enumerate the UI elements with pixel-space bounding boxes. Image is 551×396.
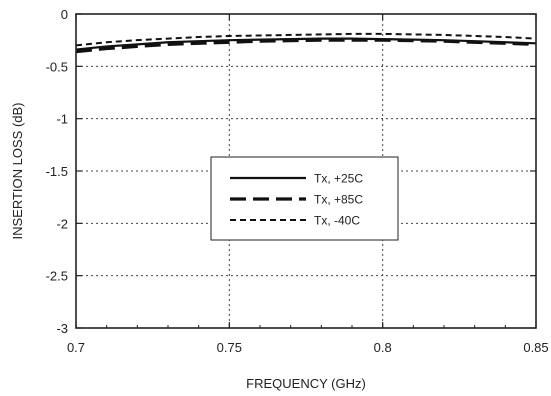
y-tick-label: -0.5 bbox=[46, 59, 68, 74]
series-line-3 bbox=[75, 32, 537, 47]
legend: Tx, +25C Tx, +85C Tx, -40C bbox=[210, 156, 399, 241]
y-tick-label: -1.5 bbox=[46, 164, 68, 179]
axis-ticks bbox=[75, 13, 537, 329]
series-line-2 bbox=[75, 38, 537, 54]
x-tick-label: 0.8 bbox=[374, 340, 392, 355]
x-tick-label: 0.85 bbox=[523, 340, 548, 355]
y-tick-label: -2 bbox=[56, 216, 68, 231]
y-tick-label: -1 bbox=[56, 112, 68, 127]
legend-label-1: Tx, +25C bbox=[314, 172, 363, 186]
y-tick-label: 0 bbox=[61, 7, 68, 22]
tick-labels: 0.7 0.75 0.8 0.85 0 -0.5 -1 -1.5 -2 -2.5 -3 bbox=[46, 7, 549, 355]
y-axis-title: INSERTION LOSS (dB) bbox=[10, 102, 25, 239]
x-tick-label: 0.75 bbox=[217, 340, 242, 355]
x-axis-title: FREQUENCY (GHz) bbox=[246, 376, 366, 391]
x-tick-label: 0.7 bbox=[67, 340, 85, 355]
y-tick-label: -2.5 bbox=[46, 269, 68, 284]
y-tick-label: -3 bbox=[56, 321, 68, 336]
legend-label-3: Tx, -40C bbox=[314, 214, 360, 228]
legend-items: Tx, +25C Tx, +85C Tx, -40C bbox=[230, 172, 363, 228]
legend-label-2: Tx, +85C bbox=[314, 193, 363, 207]
series-group bbox=[75, 32, 537, 54]
